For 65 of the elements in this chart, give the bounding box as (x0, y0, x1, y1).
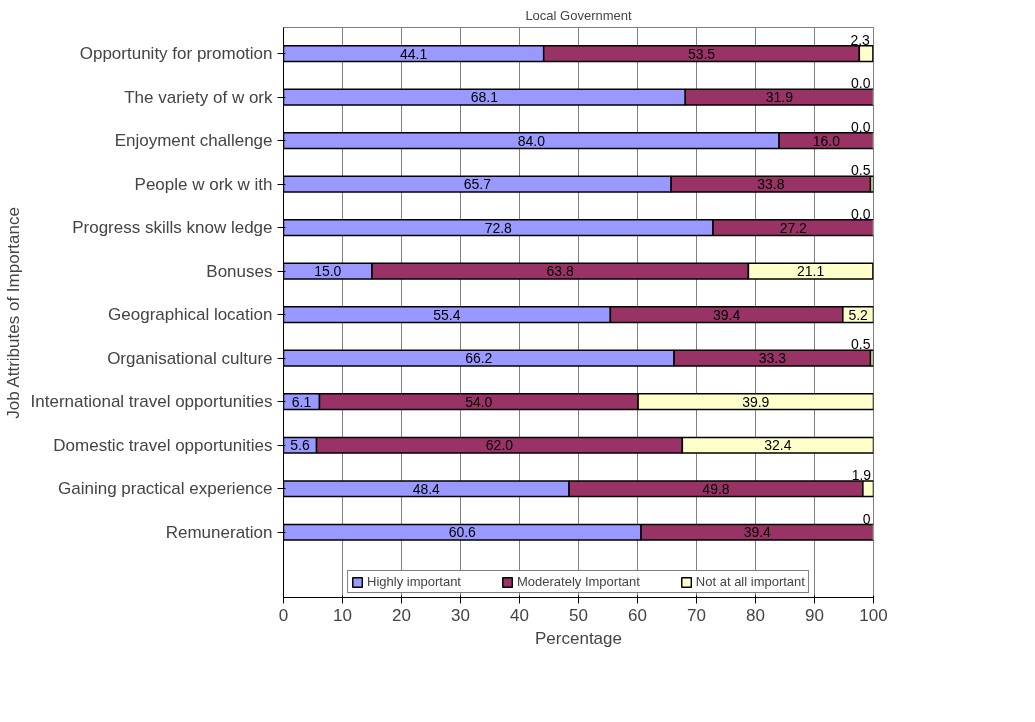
data-label: 33.3 (758, 350, 787, 367)
data-label: 21.1 (797, 263, 825, 280)
data-label: 44.1 (399, 45, 428, 62)
data-label: 27.2 (779, 219, 808, 236)
x-tick-label: 60 (628, 605, 647, 625)
data-label: 16.0 (812, 132, 841, 149)
data-label: 15.0 (314, 263, 342, 280)
x-axis-title: Percentage (535, 628, 622, 648)
data-label: 0.0 (851, 205, 871, 222)
data-label: 6.1 (291, 393, 312, 410)
x-tick-label: 10 (333, 605, 352, 625)
data-label: 62.0 (485, 437, 514, 454)
data-label: 49.8 (702, 480, 730, 497)
y-tick-label: International travel opportunities (30, 392, 273, 412)
data-label: 0 (862, 510, 871, 527)
data-label: 60.6 (448, 524, 477, 541)
data-label: 39.4 (743, 524, 772, 541)
x-tick-label: 20 (392, 605, 411, 625)
data-label: 63.8 (546, 263, 575, 280)
y-tick-label: Organisational culture (107, 348, 273, 368)
data-label: 68.1 (470, 89, 499, 106)
data-label: 32.4 (764, 437, 792, 454)
data-label: 65.7 (463, 176, 492, 193)
data-label: 5.6 (290, 437, 310, 454)
data-label: 31.9 (765, 89, 794, 106)
legend-label: Moderately Important (516, 574, 640, 589)
legend-label: Not at all important (695, 574, 805, 589)
data-label: 33.8 (757, 176, 785, 193)
x-tick-label: 70 (687, 605, 706, 625)
data-label: 54.0 (465, 393, 493, 410)
x-tick-label: 100 (859, 605, 888, 625)
y-axis-title: Job Attributes of Importance (3, 207, 23, 419)
y-tick-label: Opportunity for promotion (79, 44, 273, 64)
x-tick-label: 50 (569, 605, 588, 625)
data-label: 0.5 (851, 336, 871, 353)
data-label: 48.4 (412, 480, 441, 497)
y-tick-label: The variety of w ork (124, 87, 273, 107)
y-tick-label: Remuneration (165, 522, 273, 542)
data-label: 0.0 (851, 75, 871, 92)
x-tick-label: 0 (278, 605, 289, 625)
data-label: 2.3 (850, 31, 871, 48)
y-tick-label: Geographical location (108, 305, 273, 325)
chart-title: Local Government (525, 7, 632, 23)
x-tick-label: 40 (510, 605, 529, 625)
y-tick-label: Domestic travel opportunities (53, 435, 273, 455)
y-tick-label: Progress skills know ledge (72, 218, 273, 238)
data-label: 55.4 (433, 306, 461, 323)
legend-label: Highly important (367, 574, 461, 589)
y-tick-label: Enjoyment challenge (114, 131, 273, 151)
data-label: 53.5 (687, 45, 716, 62)
data-label: 5.2 (848, 306, 869, 323)
data-label: 66.2 (465, 350, 493, 367)
x-tick-label: 30 (451, 605, 470, 625)
data-label: 84.0 (517, 132, 546, 149)
y-tick-label: Gaining practical experience (57, 479, 273, 499)
data-label: 0.5 (851, 162, 871, 179)
y-tick-label: People w ork w ith (134, 174, 273, 194)
y-tick-label: Bonuses (206, 261, 273, 281)
data-label: 39.4 (712, 306, 741, 323)
data-label: 72.8 (484, 219, 513, 236)
x-tick-label: 80 (746, 605, 765, 625)
data-label: 0.0 (851, 118, 871, 135)
data-label: 1.9 (851, 467, 872, 484)
data-label: 39.9 (742, 393, 770, 410)
x-tick-label: 90 (805, 605, 824, 625)
